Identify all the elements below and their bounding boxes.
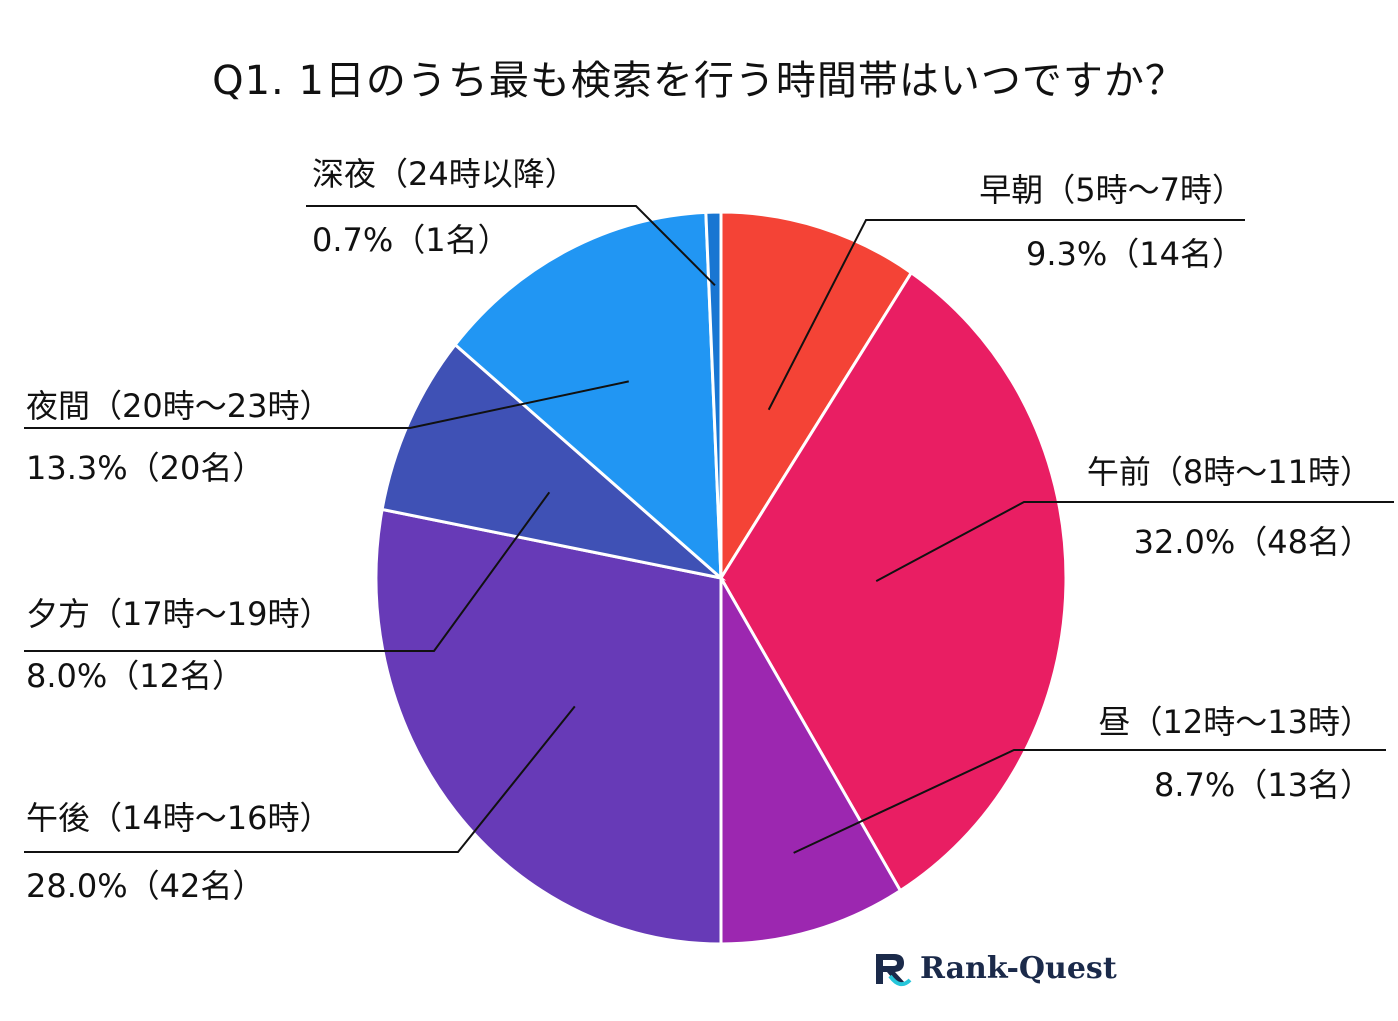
leader-line (24, 380, 629, 429)
value-early-morning: 9.3%（14名） (1025, 235, 1244, 273)
chart-title: Q1. 1日のうち最も検索を行う時間帯はいつですか？ (212, 58, 1186, 104)
label-night: 夜間（20時〜23時） (26, 387, 332, 425)
rank-quest-logo: Rank-Quest (870, 946, 1117, 990)
leader-line (24, 491, 551, 652)
pie-slice (719, 270, 1068, 893)
value-late-night: 0.7%（1名） (312, 221, 510, 259)
rank-quest-logo-text: Rank-Quest (920, 950, 1117, 986)
label-afternoon: 午後（14時〜16時） (26, 799, 332, 837)
label-morning: 午前（8時〜11時） (1086, 453, 1372, 491)
label-early-morning: 早朝（5時〜7時） (979, 171, 1244, 209)
label-late-night: 深夜（24時以降） (312, 155, 577, 193)
label-evening: 夕方（17時〜19時） (26, 595, 332, 633)
pie-slice (719, 210, 914, 584)
rank-quest-logo-icon (876, 954, 912, 987)
value-noon: 8.7%（13名） (1153, 766, 1372, 804)
pie-slice (453, 210, 723, 582)
leader-lines (24, 205, 1394, 854)
leader-line (306, 205, 716, 286)
leader-line (793, 749, 1386, 854)
leader-line (767, 219, 1245, 411)
pie-slice (704, 210, 723, 579)
pie-slices (374, 210, 1068, 946)
value-night: 13.3%（20名） (26, 449, 265, 487)
pie-slice (374, 507, 723, 946)
pie-slice (380, 342, 727, 581)
value-morning: 32.0%（48名） (1133, 523, 1372, 561)
leader-line (24, 705, 576, 853)
pie-slice (719, 572, 903, 946)
value-evening: 8.0%（12名） (26, 657, 245, 695)
leader-line (875, 501, 1394, 582)
value-afternoon: 28.0%（42名） (26, 867, 265, 905)
label-noon: 昼（12時〜13時） (1098, 703, 1372, 741)
